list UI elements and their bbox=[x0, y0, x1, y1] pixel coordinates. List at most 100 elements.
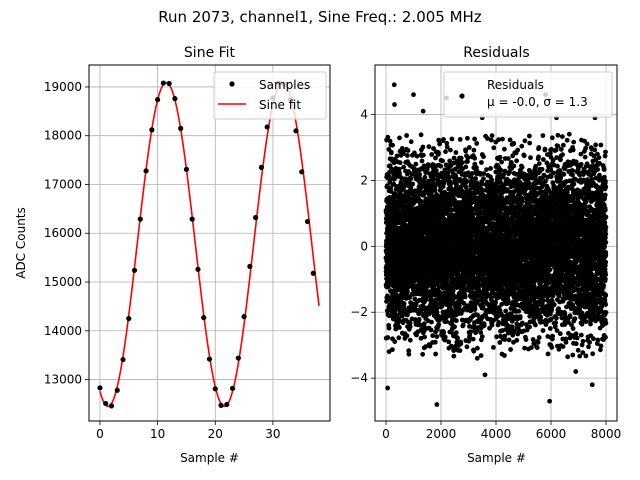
residual-point bbox=[478, 330, 484, 335]
sample-point bbox=[149, 127, 155, 133]
residual-point bbox=[423, 344, 428, 350]
residual-point bbox=[496, 320, 502, 325]
residual-point bbox=[450, 288, 456, 294]
residual-point bbox=[442, 334, 448, 340]
residual-point bbox=[407, 320, 413, 326]
residual-point bbox=[472, 306, 478, 312]
sine-fit-legend: Samples Sine fit bbox=[213, 71, 327, 120]
sample-point bbox=[195, 266, 201, 272]
sample-point bbox=[206, 356, 213, 362]
sample-point bbox=[293, 128, 299, 134]
residual-point bbox=[418, 132, 424, 138]
sample-point bbox=[160, 80, 166, 86]
residual-point bbox=[466, 145, 472, 150]
sine-fit-title: Sine Fit bbox=[184, 45, 236, 61]
residual-point bbox=[396, 166, 402, 172]
residual-point bbox=[455, 335, 460, 341]
residual-point bbox=[488, 137, 494, 143]
sample-point bbox=[143, 168, 149, 174]
residual-point bbox=[418, 322, 423, 328]
sine-fit-y-tick-label: 16000 bbox=[44, 226, 82, 240]
residual-point bbox=[386, 325, 392, 331]
residual-point bbox=[457, 137, 463, 142]
sine-fit-y-tick-label: 15000 bbox=[44, 275, 82, 289]
residual-point bbox=[497, 155, 503, 160]
residual-point bbox=[432, 188, 438, 193]
residual-point bbox=[414, 153, 420, 159]
figure-suptitle: Run 2073, channel1, Sine Freq.: 2.005 MH… bbox=[158, 8, 482, 26]
sine-fit-axes-frame bbox=[88, 64, 331, 422]
legend-samples-marker bbox=[229, 81, 235, 87]
sample-point bbox=[253, 215, 259, 221]
residual-point bbox=[514, 158, 519, 164]
residual-point bbox=[390, 347, 395, 353]
residual-point bbox=[458, 155, 464, 161]
residual-point bbox=[511, 163, 517, 169]
residual-point bbox=[441, 330, 447, 335]
residual-point bbox=[405, 148, 411, 153]
residual-point bbox=[507, 137, 513, 143]
residual-point bbox=[465, 135, 470, 141]
sample-point bbox=[183, 166, 190, 172]
residual-point bbox=[404, 333, 410, 339]
sample-point bbox=[172, 96, 178, 102]
residual-point bbox=[392, 339, 398, 344]
residual-point bbox=[497, 340, 503, 345]
residual-point bbox=[463, 164, 469, 170]
residual-point bbox=[481, 171, 487, 177]
residual-point bbox=[408, 139, 414, 145]
residual-point bbox=[416, 317, 422, 322]
sine-fit-grid bbox=[89, 65, 330, 421]
sine-fit-y-tick-label: 18000 bbox=[44, 129, 82, 143]
sine-fit-y-tick-label: 19000 bbox=[44, 80, 82, 94]
residual-point bbox=[491, 145, 497, 151]
residual-point bbox=[463, 148, 469, 154]
sample-point bbox=[235, 355, 241, 361]
residual-point bbox=[516, 308, 522, 314]
residual-point bbox=[499, 159, 504, 165]
residual-point bbox=[397, 160, 403, 166]
sample-point bbox=[97, 385, 103, 391]
residual-point bbox=[404, 288, 410, 294]
residual-point bbox=[411, 201, 416, 207]
residual-point bbox=[448, 181, 454, 186]
residual-point bbox=[481, 176, 486, 182]
residual-point bbox=[454, 318, 459, 324]
residual-point bbox=[479, 160, 484, 165]
residual-point bbox=[421, 321, 427, 327]
residual-point bbox=[387, 138, 393, 144]
residual-point bbox=[393, 326, 399, 332]
residual-point bbox=[407, 337, 413, 343]
residual-point bbox=[420, 351, 426, 357]
residual-point bbox=[441, 137, 446, 142]
residual-point bbox=[401, 164, 406, 170]
residual-point bbox=[453, 330, 459, 336]
sine-fit-y-tick-label: 14000 bbox=[44, 324, 82, 338]
residual-point bbox=[422, 174, 428, 180]
residual-point bbox=[443, 149, 448, 155]
residual-point bbox=[385, 335, 391, 340]
residuals-plot-area bbox=[383, 82, 609, 407]
sample-point bbox=[166, 80, 172, 87]
residual-point bbox=[479, 334, 485, 339]
residual-point bbox=[489, 177, 495, 183]
residual-point bbox=[451, 353, 457, 359]
sample-point bbox=[126, 315, 132, 322]
residual-point bbox=[426, 144, 432, 150]
residual-point bbox=[390, 142, 395, 148]
residual-point bbox=[420, 144, 426, 150]
sample-point bbox=[264, 124, 270, 130]
residual-point bbox=[413, 161, 419, 167]
residual-point bbox=[502, 353, 507, 358]
sample-point bbox=[189, 216, 195, 222]
residual-point bbox=[489, 133, 495, 139]
residual-point bbox=[433, 351, 438, 357]
sample-point bbox=[131, 267, 138, 273]
sample-point bbox=[299, 169, 305, 175]
residual-point bbox=[406, 169, 411, 174]
residual-point bbox=[440, 158, 445, 164]
residual-point bbox=[459, 160, 465, 166]
residual-point bbox=[418, 198, 424, 204]
residual-point bbox=[385, 134, 391, 140]
residual-point bbox=[417, 172, 423, 177]
